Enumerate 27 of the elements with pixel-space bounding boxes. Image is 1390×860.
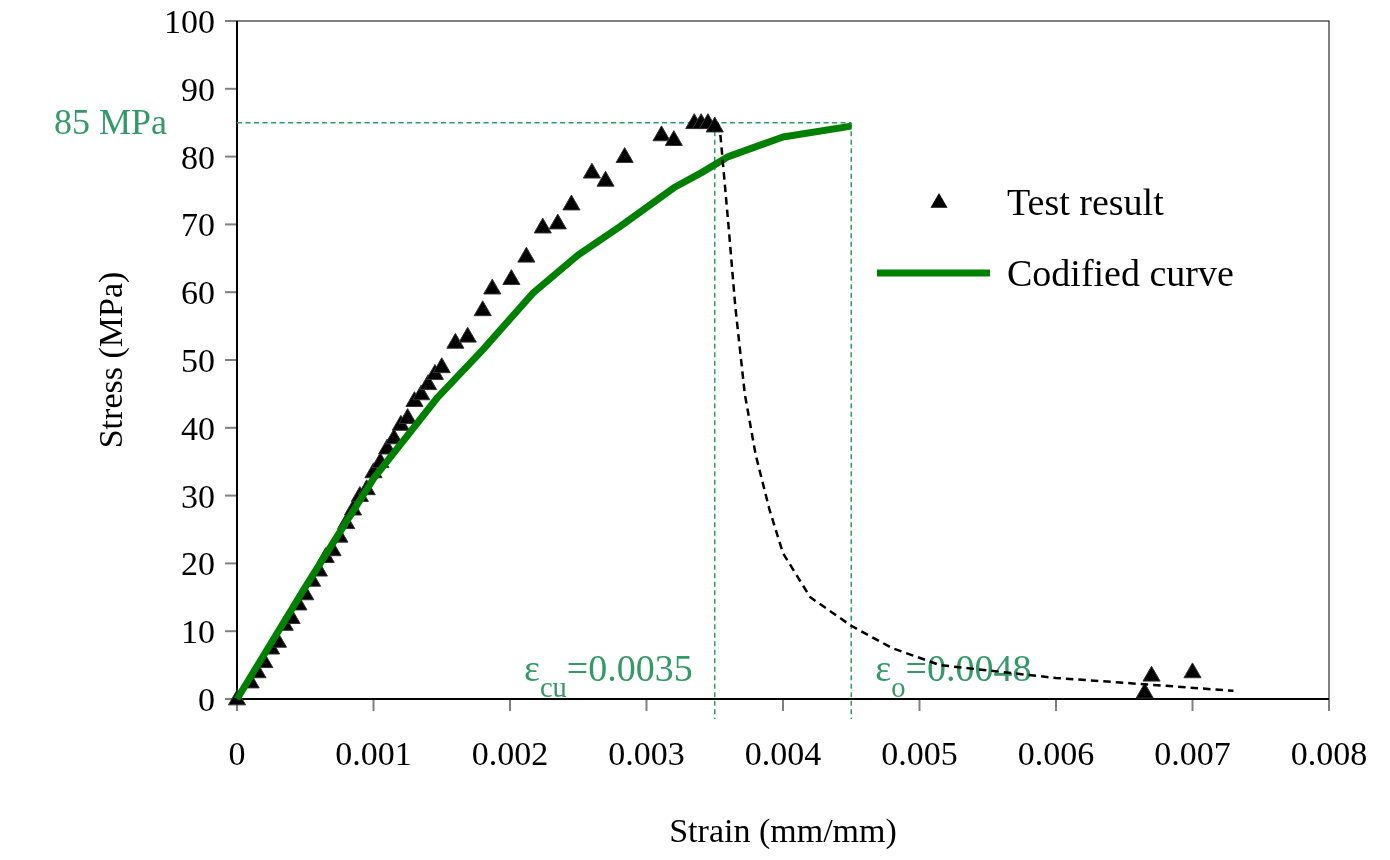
y-tick-label: 30 bbox=[181, 477, 215, 515]
ref-line-label: ε$_{cu}$=0.0035 bbox=[523, 647, 693, 703]
y-tick-label: 10 bbox=[181, 613, 215, 651]
y-tick-label: 20 bbox=[181, 545, 215, 583]
x-tick-label: 0.008 bbox=[1290, 735, 1368, 772]
x-tick-label: 0.007 bbox=[1154, 735, 1231, 772]
y-axis-title: Stress (MPa) bbox=[92, 271, 130, 449]
annotation: ε$_{o}$=0.0048 bbox=[875, 647, 1032, 703]
y-tick-label: 70 bbox=[181, 206, 215, 244]
x-tick-label: 0.006 bbox=[1017, 735, 1095, 772]
legend-label: Codified curve bbox=[1007, 252, 1234, 294]
legend-label: Test result bbox=[1007, 181, 1165, 223]
y-tick-label: 0 bbox=[198, 681, 215, 718]
x-tick-label: 0.004 bbox=[744, 735, 822, 772]
y-tick-label: 60 bbox=[181, 274, 215, 312]
x-tick-label: 0.005 bbox=[881, 735, 958, 772]
ref-line-label: 85 MPa bbox=[53, 101, 168, 142]
x-axis-title: Strain (mm/mm) bbox=[669, 812, 897, 850]
y-tick-label: 100 bbox=[164, 3, 215, 40]
x-tick-label: 0.002 bbox=[471, 735, 549, 772]
x-tick-label: 0 bbox=[228, 735, 246, 772]
y-tick-label: 50 bbox=[181, 342, 215, 379]
y-tick-label: 90 bbox=[181, 70, 215, 108]
x-tick-label: 0.001 bbox=[335, 735, 412, 772]
y-tick-label: 40 bbox=[181, 409, 215, 447]
y-tick-label: 80 bbox=[181, 138, 215, 176]
x-tick-label: 0.003 bbox=[608, 735, 685, 772]
